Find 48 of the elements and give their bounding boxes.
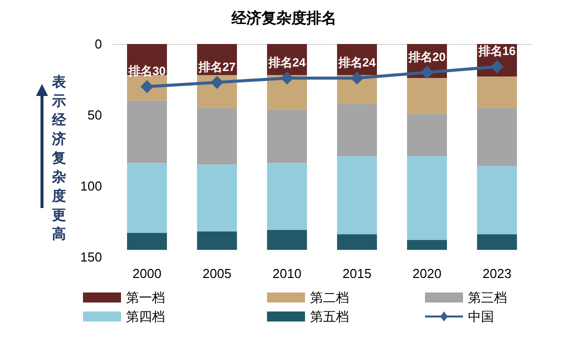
x-tick-label: 2015 (342, 266, 372, 281)
data-label: 排名16 (477, 44, 516, 58)
x-tick-label: 2010 (272, 266, 302, 281)
point (210, 76, 224, 89)
bar (197, 231, 237, 250)
data-label: 排名24 (337, 56, 376, 70)
bar (477, 76, 517, 108)
point (420, 66, 434, 79)
bar (407, 114, 447, 156)
bar (127, 163, 167, 233)
bar (197, 108, 237, 165)
x-tick-label: 2005 (202, 266, 232, 281)
legend-label: 第二档 (310, 290, 349, 305)
x-tick-label: 2023 (482, 266, 512, 281)
bar (477, 234, 517, 250)
bar (337, 156, 377, 234)
legend-label: 中国 (468, 309, 494, 324)
data-label: 排名30 (127, 64, 166, 78)
point (350, 72, 364, 85)
legend-label: 第三档 (468, 290, 507, 305)
bar (127, 100, 167, 164)
legend-label: 第五档 (310, 309, 349, 324)
legend-label: 第四档 (126, 309, 165, 324)
y-tick-label: 150 (80, 250, 102, 264)
text: 表示经济复杂度更高 (52, 74, 66, 242)
bar (267, 163, 307, 230)
bar (407, 78, 447, 114)
data-label: 排名24 (267, 56, 306, 70)
bar (407, 240, 447, 250)
bar (127, 232, 167, 250)
y-tick-label: 100 (80, 178, 102, 194)
x-tick-label: 2020 (412, 266, 442, 281)
bar (267, 109, 307, 164)
data-label: 排名27 (197, 60, 236, 74)
bar (267, 230, 307, 250)
bar (477, 166, 517, 234)
x-tick-label: 2000 (132, 266, 162, 281)
y-tick-label: 50 (88, 108, 102, 122)
bar (407, 156, 447, 240)
legend-label: 第一档 (126, 290, 165, 305)
data-label: 排名20 (407, 50, 446, 64)
bar (197, 164, 237, 232)
bar (337, 104, 377, 156)
chart-title: 经济复杂度排名 (230, 9, 336, 27)
bar (337, 234, 377, 250)
point (280, 72, 294, 85)
bar (477, 108, 517, 166)
y-tick-label: 0 (94, 36, 102, 52)
